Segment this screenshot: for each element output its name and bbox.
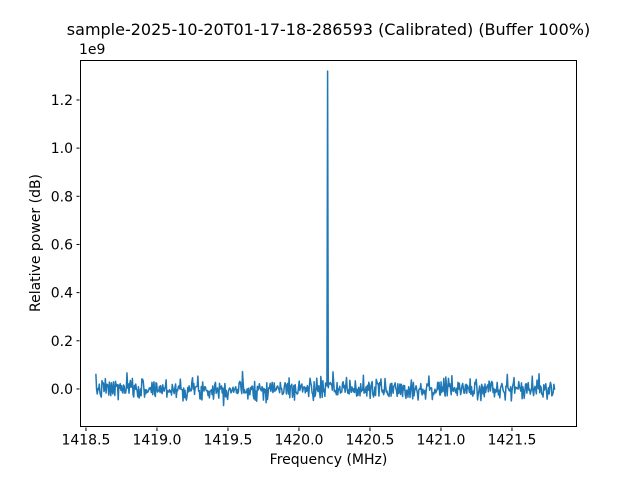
x-tick-label: 1421.0: [416, 433, 465, 449]
spectrum-line: [95, 70, 556, 407]
y-tick-label: 0.0: [51, 382, 73, 398]
chart-title: sample-2025-10-20T01-17-18-286593 (Calib…: [66, 20, 591, 39]
axis-ticks: 1418.5 1419.0 1419.5 1420.0 1420.5 1421.0 1421…: [51, 93, 537, 449]
plot-border: [80, 60, 577, 427]
y-axis-offset-label: 1e9: [79, 42, 106, 58]
x-tick-label: 1419.5: [203, 433, 252, 449]
y-tick-label: 1.0: [51, 141, 73, 157]
y-tick-label: 0.6: [51, 237, 73, 253]
y-tick-label: 0.2: [51, 334, 73, 350]
x-axis-label: Frequency (MHz): [269, 452, 388, 468]
x-tick-label: 1420.5: [345, 433, 394, 449]
x-tick-label: 1421.5: [487, 433, 536, 449]
y-tick-label: 0.4: [51, 286, 73, 302]
x-tick-label: 1418.5: [61, 433, 110, 449]
axes-spines: [80, 60, 577, 427]
x-tick-label: 1420.0: [274, 433, 323, 449]
x-tick-label: 1419.0: [132, 433, 181, 449]
spectrum-line-group: [95, 70, 556, 407]
y-tick-label: 0.8: [51, 189, 73, 205]
y-tick-label: 1.2: [51, 93, 73, 109]
